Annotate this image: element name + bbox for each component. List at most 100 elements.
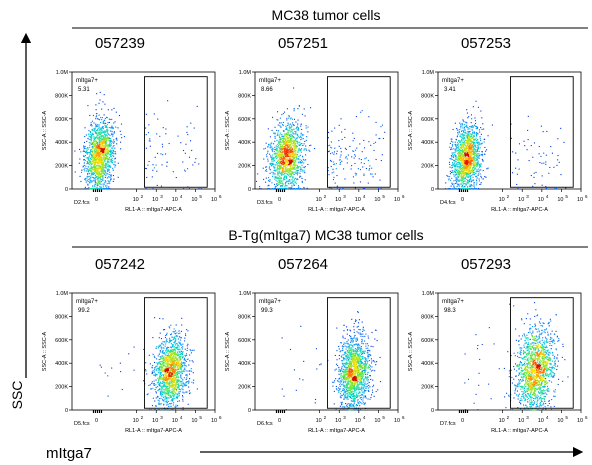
- event-dot: [284, 148, 286, 150]
- event-dot: [458, 165, 460, 167]
- event-dot: [524, 145, 526, 147]
- event-dot: [471, 160, 473, 162]
- event-dot: [472, 151, 474, 153]
- event-dot: [97, 176, 99, 178]
- event-dot: [331, 130, 333, 132]
- event-dot: [458, 174, 460, 176]
- event-dot: [468, 134, 470, 136]
- event-dot: [466, 160, 468, 163]
- event-dot: [84, 167, 86, 169]
- event-dot: [270, 165, 272, 167]
- event-dot: [291, 167, 293, 169]
- event-dot: [288, 136, 290, 138]
- event-dot: [90, 167, 92, 169]
- event-dot: [99, 136, 101, 138]
- event-dot: [95, 149, 97, 151]
- event-dot: [113, 122, 115, 124]
- event-dot: [475, 127, 477, 130]
- event-dot: [95, 150, 97, 152]
- event-dot: [288, 163, 290, 166]
- event-dot: [170, 346, 172, 348]
- event-dot: [175, 330, 177, 332]
- event-dot: [99, 161, 101, 163]
- event-dot: [476, 169, 478, 171]
- event-dot: [269, 147, 271, 149]
- event-dot: [343, 168, 345, 170]
- event-dot: [299, 161, 301, 163]
- event-dot: [107, 160, 109, 162]
- event-dot: [176, 388, 178, 390]
- event-dot: [105, 133, 107, 135]
- event-dot: [104, 145, 106, 147]
- event-dot: [295, 139, 297, 141]
- event-dot: [460, 147, 462, 150]
- event-dot: [449, 166, 451, 168]
- y-axis-label: SSC-A :: SSC-A: [225, 110, 231, 150]
- event-dot: [291, 124, 293, 126]
- event-dot: [88, 180, 90, 182]
- event-dot: [96, 179, 98, 181]
- event-dot: [188, 373, 191, 375]
- event-dot: [476, 164, 478, 166]
- event-dot: [296, 125, 299, 127]
- event-dot: [449, 170, 451, 172]
- event-dot: [286, 166, 288, 168]
- event-dot: [279, 165, 281, 167]
- event-dot: [100, 186, 102, 188]
- event-dot: [96, 176, 98, 178]
- event-dot: [277, 183, 279, 185]
- event-dot: [452, 188, 454, 190]
- event-dot: [160, 153, 162, 155]
- event-dots: [444, 100, 567, 190]
- event-dot: [111, 367, 113, 369]
- event-dot: [290, 138, 292, 140]
- event-dot: [186, 381, 188, 383]
- event-dot: [289, 147, 291, 149]
- event-dot: [471, 145, 474, 147]
- event-dot: [470, 179, 472, 181]
- event-dot: [88, 158, 90, 160]
- event-dot: [456, 162, 459, 164]
- event-dot: [90, 168, 92, 170]
- event-dot: [291, 139, 293, 141]
- event-dot: [180, 389, 182, 391]
- event-dot: [288, 160, 290, 162]
- event-dot: [462, 163, 464, 165]
- event-dot: [100, 170, 102, 172]
- event-dot: [92, 160, 94, 162]
- event-dot: [374, 173, 376, 175]
- event-dot: [284, 173, 286, 175]
- event-dot: [291, 118, 294, 120]
- event-dot: [466, 178, 468, 181]
- event-dot: [471, 153, 473, 155]
- event-dot: [185, 384, 187, 386]
- event-dot: [289, 176, 291, 178]
- event-dot: [457, 177, 459, 179]
- event-dot: [294, 156, 296, 158]
- event-dot: [362, 188, 364, 190]
- event-dot: [482, 160, 484, 162]
- event-dot: [97, 125, 99, 127]
- event-dot: [151, 372, 154, 374]
- event-dot: [110, 155, 112, 157]
- event-dot: [92, 133, 94, 135]
- event-dot: [148, 140, 150, 142]
- event-dot: [272, 163, 274, 165]
- event-dot: [476, 159, 478, 161]
- event-dot: [110, 149, 112, 151]
- event-dot: [458, 172, 460, 174]
- event-dot: [293, 151, 295, 153]
- event-dot: [104, 188, 106, 190]
- event-dot: [479, 183, 481, 186]
- event-dot: [468, 149, 470, 152]
- event-dot: [277, 153, 279, 155]
- event-dot: [300, 175, 302, 177]
- event-dot: [276, 174, 278, 176]
- gate-label: mItga7+: [442, 78, 464, 84]
- event-dot: [104, 144, 106, 147]
- event-dot: [97, 149, 99, 152]
- event-dot: [476, 158, 478, 160]
- event-dot: [98, 114, 100, 116]
- event-dot: [98, 157, 100, 159]
- event-dot: [98, 141, 100, 143]
